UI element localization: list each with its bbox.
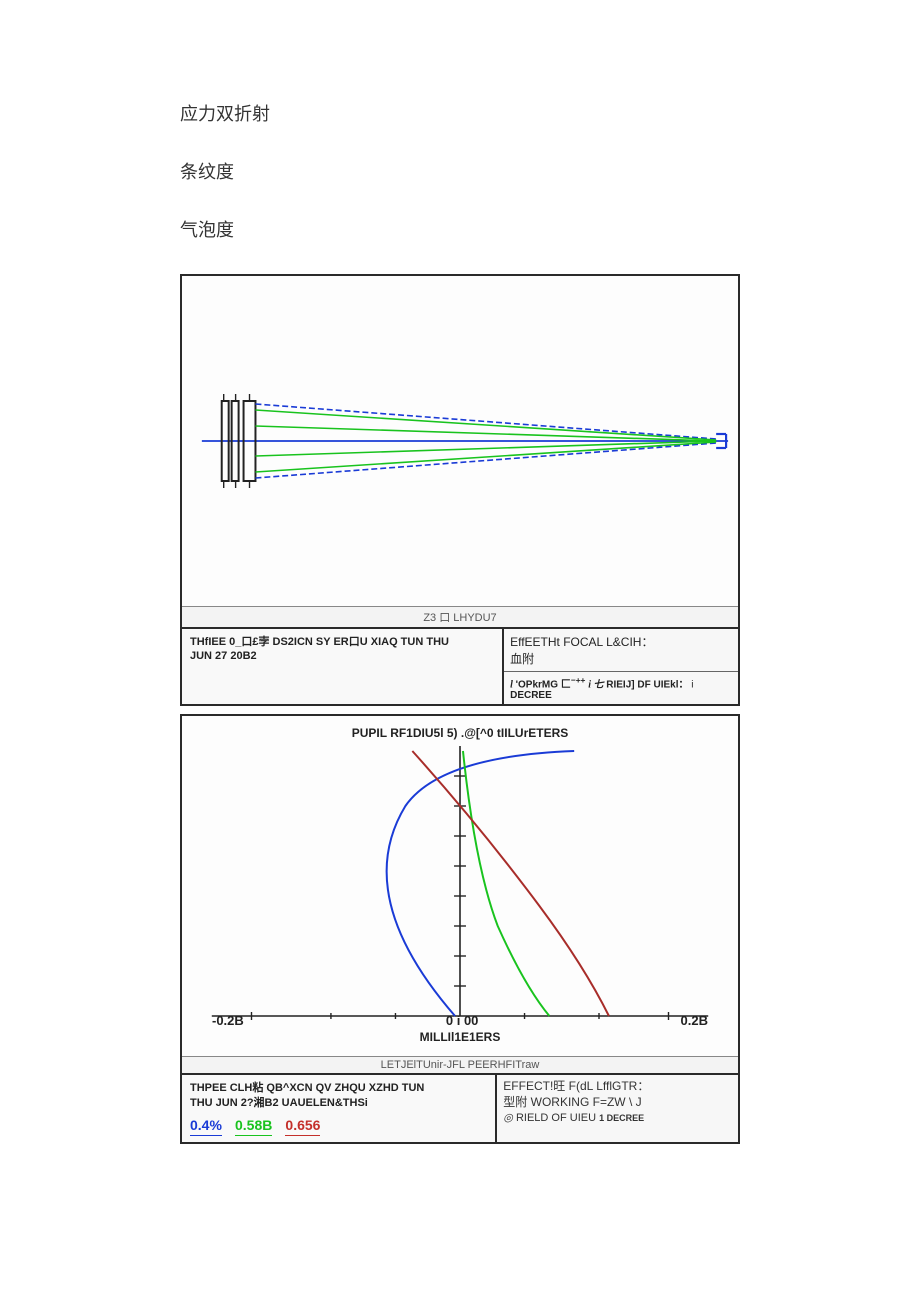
ray-info-right-bot: l 'OPkrMG 匚−++ i 七 RIEIJ] DF UIEkl： i DE… xyxy=(504,672,738,704)
text-line-3: 气泡度 xyxy=(180,216,740,242)
aber-info-left-l1: THPEE CLH粘 QB^XCN QV ZHQU XZHD TUN xyxy=(190,1081,487,1095)
ray-info-row: THfIEE 0_口£孛 DS2ICN SY ER口U XIAQ TUN THU… xyxy=(182,627,738,704)
aberration-info-row: THPEE CLH粘 QB^XCN QV ZHQU XZHD TUN THU J… xyxy=(182,1073,738,1142)
ray-info-left: THfIEE 0_口£孛 DS2ICN SY ER口U XIAQ TUN THU… xyxy=(182,629,502,704)
ray-info-left-l1: THfIEE 0_口£孛 DS2ICN SY ER口U XIAQ TUN THU xyxy=(190,635,494,649)
ray-info-right-top-l2: 血附 xyxy=(510,652,534,666)
aber-info-right-l3: ◎ RIELD OF UIEU 1 DECREE xyxy=(503,1111,732,1125)
wavelength-green: 0.58B xyxy=(235,1116,272,1136)
aber-info-left-l2: THU JUN 2?湘B2 UAUELEN&THSi xyxy=(190,1096,487,1110)
aber-info-right-l2: 型附 WORKING F=ZW \ J xyxy=(503,1095,732,1111)
wavelength-row: 0.4% 0.58B 0.656 xyxy=(190,1116,487,1136)
aberration-plot: PUPIL RF1DIU5l 5) .@[^0 tIILUrETERS xyxy=(182,716,738,1056)
aber-info-right-l1: EFFECT!旺 F(dL LfflGTR： xyxy=(503,1079,732,1095)
wavelength-blue: 0.4% xyxy=(190,1116,222,1136)
ray-trace-plot xyxy=(182,276,738,606)
aberration-info-left: THPEE CLH粘 QB^XCN QV ZHQU XZHD TUN THU J… xyxy=(182,1075,495,1142)
ray-info-right: EffEETHt FOCAL L&CIH： 血附 l 'OPkrMG 匚−++ … xyxy=(502,629,738,704)
x-axis-labels: -0.2B 0 i 00 0.2B xyxy=(182,1013,738,1028)
ray-trace-panel: Z3 口 LHYDU7 THfIEE 0_口£孛 DS2ICN SY ER口U … xyxy=(180,274,740,706)
x-axis-unit: MILLIl1E1ERS xyxy=(182,1030,738,1044)
ray-info-right-top-l1: EffEETHt FOCAL L&CIH： xyxy=(510,635,653,649)
ray-info-left-l2: JUN 27 20B2 xyxy=(190,649,494,663)
aberration-info-right: EFFECT!旺 F(dL LfflGTR： 型附 WORKING F=ZW \… xyxy=(495,1075,738,1142)
xlabel-mid: 0 i 00 xyxy=(446,1013,479,1028)
text-line-2: 条纹度 xyxy=(180,158,740,184)
text-line-1: 应力双折射 xyxy=(180,100,740,126)
ray-caption: Z3 口 LHYDU7 xyxy=(182,606,738,627)
xlabel-right: 0.2B xyxy=(681,1013,708,1028)
aberration-caption: LETJElTUnir-JFL PEERHFITraw xyxy=(182,1056,738,1073)
xlabel-left: -0.2B xyxy=(212,1013,244,1028)
aberration-panel: PUPIL RF1DIU5l 5) .@[^0 tIILUrETERS xyxy=(180,714,740,1144)
wavelength-red: 0.656 xyxy=(285,1116,320,1136)
aberration-title: PUPIL RF1DIU5l 5) .@[^0 tIILUrETERS xyxy=(182,726,738,740)
